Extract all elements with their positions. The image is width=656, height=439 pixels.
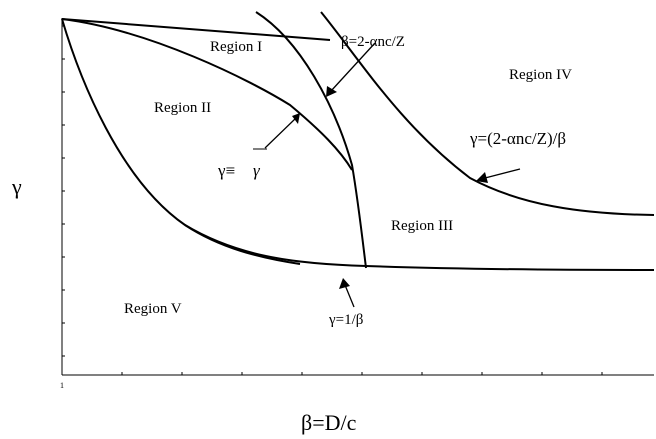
axis-minor-ticks: [62, 25, 603, 375]
label-region-i: Region I: [210, 39, 262, 55]
arrow-gamma-upper: [476, 168, 521, 183]
curve-beta-boundary: [255, 11, 367, 269]
curve-gamma-bar: [61, 18, 353, 171]
label-region-iii: Region III: [391, 218, 453, 234]
label-gamma-bar: γ≡ γ: [217, 148, 267, 180]
arrow-beta-boundary: [326, 42, 376, 97]
x-origin-tick-label: 1: [60, 381, 64, 390]
y-axis-title: γ: [11, 174, 22, 199]
curve-gamma-lower: [184, 224, 655, 271]
label-region-ii: Region II: [154, 100, 211, 116]
gamma-bar-lhs: γ≡: [217, 161, 239, 180]
curve-region-i-upper: [61, 18, 331, 41]
arrow-gamma-bar: [264, 113, 300, 149]
gamma-bar-symbol: γ: [253, 161, 261, 180]
curve-gamma-upper: [320, 11, 655, 216]
arrow-gamma-lower: [339, 278, 355, 308]
label-region-iv: Region IV: [509, 67, 572, 83]
label-region-v: Region V: [124, 301, 182, 317]
label-gamma-lower: γ=1/β: [328, 312, 363, 328]
label-beta-boundary: β=2-αnc/Z: [341, 34, 405, 50]
x-axis-title: β=D/c: [301, 410, 357, 435]
curve-region-v-upper: [61, 18, 301, 265]
label-gamma-upper: γ=(2-αnc/Z)/β: [469, 129, 566, 148]
